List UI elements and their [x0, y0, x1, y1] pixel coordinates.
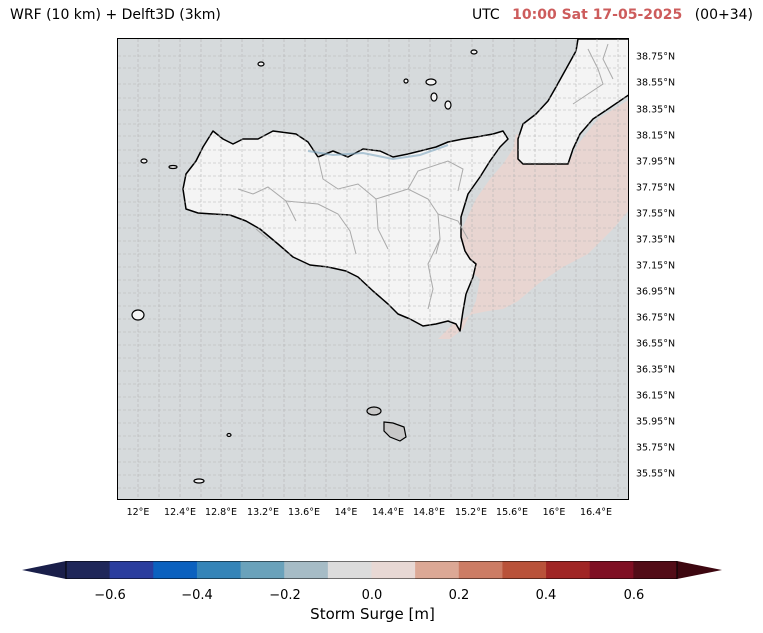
colorbar-segment: [196, 561, 242, 579]
lon-label: 12.4°E: [164, 507, 196, 518]
colorbar-segment: [633, 561, 678, 579]
aeolian-island-5: [470, 49, 478, 55]
lon-label: 15.6°E: [496, 507, 528, 518]
lat-label: 38.15°N: [636, 130, 676, 142]
colorbar-tick: 0.6: [623, 588, 645, 603]
colorbar-tick: 0.0: [361, 588, 383, 603]
linosa-island: [226, 432, 232, 438]
lampedusa-island: [193, 478, 205, 484]
admin-borders: [237, 43, 614, 310]
aeolian-island-4: [444, 100, 452, 110]
lon-label: 12.8°E: [205, 507, 237, 518]
lat-label: 35.95°N: [636, 416, 676, 428]
map-panel: [117, 38, 629, 500]
lat-label: 36.35°N: [636, 364, 676, 376]
colorbar-tick: 0.2: [448, 588, 470, 603]
colorbar-segment: [109, 561, 154, 579]
colorbar-segment: [153, 561, 198, 579]
utc-label: UTC: [471, 7, 500, 23]
lat-label: 38.35°N: [636, 104, 676, 116]
pantelleria-island: [131, 309, 145, 321]
aegadian-island-1: [140, 158, 148, 164]
colorbar-segment: [502, 561, 547, 579]
lat-label: 36.75°N: [636, 312, 676, 324]
colorbar-tick: −0.6: [94, 588, 126, 603]
lat-label: 38.55°N: [636, 77, 676, 89]
lon-label: 12°E: [126, 507, 150, 518]
lat-label: 36.95°N: [636, 286, 676, 298]
colorbar-tick: 0.4: [535, 588, 557, 603]
lon-label: 14.4°E: [372, 507, 404, 518]
sicily-land: [182, 130, 509, 332]
lead-time: (00+34): [694, 7, 753, 23]
lon-label: 13.2°E: [247, 507, 279, 518]
lat-label: 35.75°N: [636, 442, 676, 454]
colorbar-segment: [284, 561, 329, 579]
colorbar-label: Storm Surge [m]: [310, 605, 435, 623]
lat-label: 36.55°N: [636, 338, 676, 350]
colorbar-segment: [327, 561, 372, 579]
aegadian-island-2: [168, 164, 178, 170]
lon-label: 16°E: [542, 507, 566, 518]
colorbar: [22, 561, 722, 579]
lat-label: 37.95°N: [636, 156, 676, 168]
surge-positive-area: [438, 100, 628, 339]
lat-label: 37.15°N: [636, 260, 676, 272]
surge-negative-coast: [307, 144, 449, 161]
colorbar-segment: [458, 561, 503, 579]
lon-label: 14°E: [334, 507, 358, 518]
lat-label: 38.75°N: [636, 51, 676, 63]
gozo-island: [366, 406, 382, 416]
lat-label: 37.75°N: [636, 182, 676, 194]
colorbar-extend-min: [22, 561, 66, 579]
aeolian-island-2: [403, 78, 409, 84]
aeolian-island-3: [430, 92, 438, 102]
colorbar-segment: [240, 561, 285, 579]
colorbar-segment: [66, 561, 111, 579]
colorbar-segment: [371, 561, 416, 579]
colorbar-tick: −0.2: [269, 588, 301, 603]
lon-label: 13.6°E: [288, 507, 320, 518]
malta-island: [383, 421, 407, 442]
graticule: [118, 39, 628, 499]
lon-label: 14.8°E: [413, 507, 445, 518]
lat-label: 37.55°N: [636, 208, 676, 220]
lon-label: 16.4°E: [580, 507, 612, 518]
map-canvas: [118, 39, 628, 499]
calabria-land: [517, 39, 628, 165]
lon-label: 15.2°E: [455, 507, 487, 518]
plot-title: WRF (10 km) + Delft3D (3km): [10, 7, 221, 23]
aeolian-island-1: [425, 78, 437, 86]
colorbar-segment: [546, 561, 591, 579]
colorbar-segment: [589, 561, 634, 579]
lat-label: 35.55°N: [636, 468, 676, 480]
forecast-datetime: 10:00 Sat 17-05-2025: [512, 7, 683, 23]
lat-label: 36.15°N: [636, 390, 676, 402]
forecast-time: UTC 10:00 Sat 17-05-2025 (00+34): [472, 7, 753, 23]
colorbar-segment: [415, 561, 460, 579]
lat-label: 37.35°N: [636, 234, 676, 246]
colorbar-tick: −0.4: [181, 588, 213, 603]
ustica-island: [257, 61, 265, 67]
colorbar-extend-max: [677, 561, 722, 579]
islands: [131, 49, 478, 484]
